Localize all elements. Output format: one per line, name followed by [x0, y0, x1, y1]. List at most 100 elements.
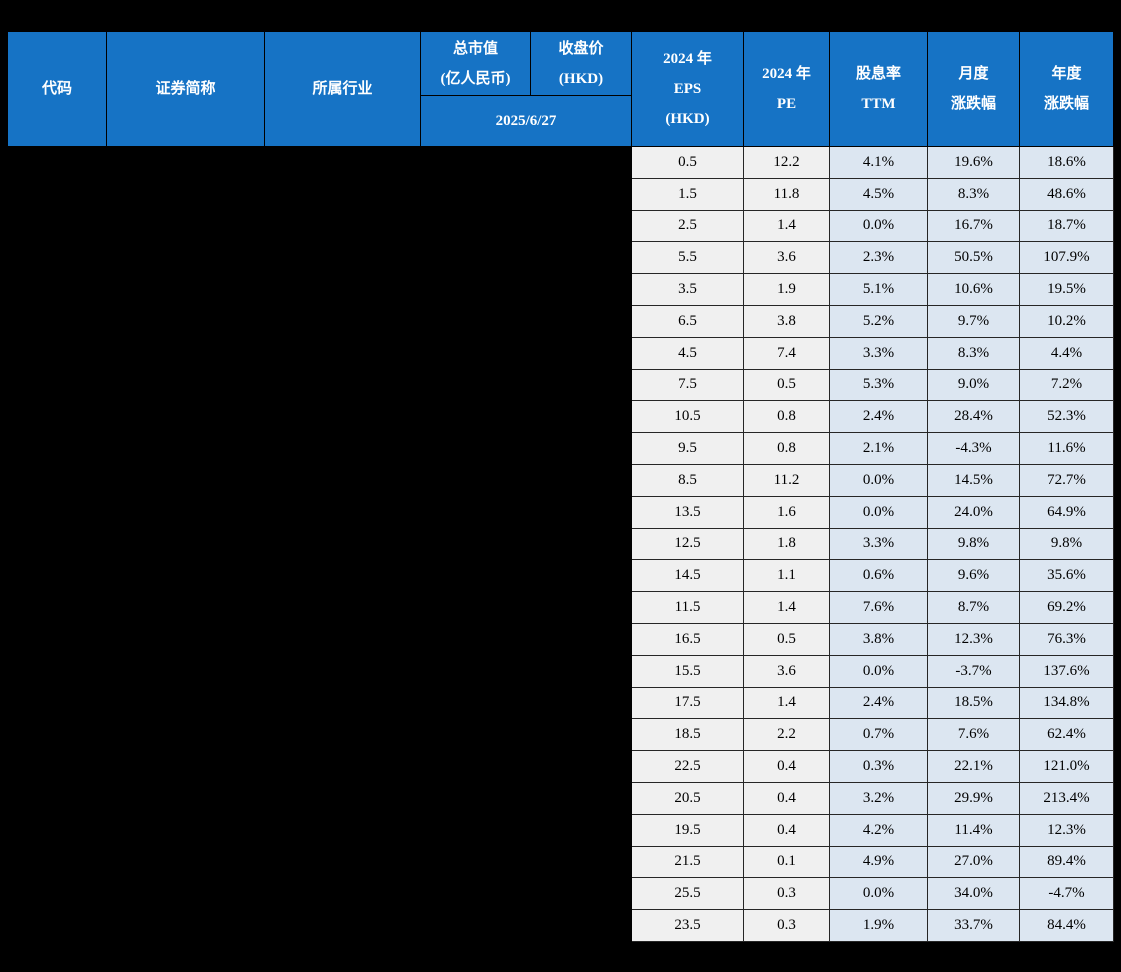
- dividend-ttm-cell: 5.1%: [829, 273, 928, 306]
- table-row: 2.5 1.4 0.0% 16.7% 18.7%: [7, 209, 1114, 243]
- eps-cell: 7.5: [631, 368, 744, 402]
- dividend-ttm-cell: 3.8%: [829, 622, 928, 656]
- table-row: 10.5 0.8 2.4% 28.4% 52.3%: [7, 400, 1114, 434]
- header-market-cap: 总市值 (亿人民币): [420, 31, 531, 96]
- code-cell-redacted: [7, 209, 107, 243]
- table-row: 21.5 0.1 4.9% 27.0% 89.4%: [7, 845, 1114, 879]
- eps-cell: 4.5: [631, 336, 744, 370]
- eps-cell: 19.5: [631, 813, 744, 847]
- security-name-cell-redacted: [106, 654, 265, 688]
- table-row: 6.5 3.8 5.2% 9.7% 10.2%: [7, 304, 1114, 338]
- yearly-change-cell: 18.7%: [1019, 209, 1114, 243]
- security-name-cell-redacted: [106, 495, 265, 529]
- pe-cell: 3.6: [743, 241, 830, 275]
- close-price-cell-redacted: [530, 877, 632, 911]
- industry-cell-redacted: [264, 750, 421, 783]
- pe-cell: 0.4: [743, 781, 830, 815]
- monthly-change-cell: 50.5%: [927, 241, 1020, 275]
- eps-cell: 2.5: [631, 209, 744, 243]
- header-date: 2025/6/27: [420, 95, 632, 147]
- market-cap-cell-redacted: [420, 718, 531, 752]
- table-row: 9.5 0.8 2.1% -4.3% 11.6%: [7, 432, 1114, 465]
- close-price-cell-redacted: [530, 336, 632, 370]
- close-price-cell-redacted: [530, 718, 632, 752]
- yearly-change-cell: 10.2%: [1019, 304, 1114, 338]
- security-name-cell-redacted: [106, 622, 265, 656]
- code-cell-redacted: [7, 146, 107, 179]
- pe-cell: 0.5: [743, 622, 830, 656]
- eps-cell: 18.5: [631, 718, 744, 752]
- monthly-change-cell: 8.3%: [927, 336, 1020, 370]
- code-cell-redacted: [7, 559, 107, 593]
- dividend-ttm-cell: 0.6%: [829, 559, 928, 593]
- market-cap-cell-redacted: [420, 559, 531, 593]
- code-cell-redacted: [7, 622, 107, 656]
- industry-cell-redacted: [264, 845, 421, 879]
- yearly-change-cell: 72.7%: [1019, 463, 1114, 497]
- pe-cell: 1.4: [743, 591, 830, 624]
- security-name-cell-redacted: [106, 241, 265, 275]
- market-cap-cell-redacted: [420, 686, 531, 720]
- table-row: 17.5 1.4 2.4% 18.5% 134.8%: [7, 686, 1114, 720]
- pe-cell: 1.8: [743, 527, 830, 561]
- industry-cell-redacted: [264, 686, 421, 720]
- yearly-change-cell: 48.6%: [1019, 177, 1114, 211]
- dividend-ttm-cell: 4.2%: [829, 813, 928, 847]
- pe-cell: 0.5: [743, 368, 830, 402]
- table-row: 12.5 1.8 3.3% 9.8% 9.8%: [7, 527, 1114, 561]
- code-cell-redacted: [7, 463, 107, 497]
- monthly-change-cell: 19.6%: [927, 146, 1020, 179]
- pe-cell: 1.4: [743, 686, 830, 720]
- dividend-ttm-cell: 3.3%: [829, 336, 928, 370]
- table-row: 22.5 0.4 0.3% 22.1% 121.0%: [7, 750, 1114, 783]
- industry-cell-redacted: [264, 304, 421, 338]
- pe-cell: 7.4: [743, 336, 830, 370]
- eps-cell: 3.5: [631, 273, 744, 306]
- industry-cell-redacted: [264, 368, 421, 402]
- table-row: 18.5 2.2 0.7% 7.6% 62.4%: [7, 718, 1114, 752]
- market-cap-cell-redacted: [420, 400, 531, 434]
- security-name-cell-redacted: [106, 368, 265, 402]
- industry-cell-redacted: [264, 527, 421, 561]
- code-cell-redacted: [7, 432, 107, 465]
- dividend-ttm-cell: 2.4%: [829, 400, 928, 434]
- code-cell-redacted: [7, 368, 107, 402]
- code-cell-redacted: [7, 813, 107, 847]
- table-row: 25.5 0.3 0.0% 34.0% -4.7%: [7, 877, 1114, 911]
- dividend-ttm-cell: 2.1%: [829, 432, 928, 465]
- security-name-cell-redacted: [106, 845, 265, 879]
- close-price-cell-redacted: [530, 909, 632, 942]
- monthly-change-cell: 27.0%: [927, 845, 1020, 879]
- market-cap-cell-redacted: [420, 368, 531, 402]
- industry-cell-redacted: [264, 241, 421, 275]
- yearly-change-cell: 18.6%: [1019, 146, 1114, 179]
- dividend-ttm-cell: 3.2%: [829, 781, 928, 815]
- table-row: 13.5 1.6 0.0% 24.0% 64.9%: [7, 495, 1114, 529]
- industry-cell-redacted: [264, 432, 421, 465]
- monthly-change-cell: 29.9%: [927, 781, 1020, 815]
- industry-cell-redacted: [264, 495, 421, 529]
- close-price-cell-redacted: [530, 750, 632, 783]
- stock-valuation-table: 代码 证券简称 所属行业 总市值 (亿人民币) 收盘价 (HKD) 2024 年…: [7, 31, 1114, 942]
- market-cap-cell-redacted: [420, 877, 531, 911]
- header-monthly-change: 月度 涨跌幅: [927, 31, 1020, 147]
- eps-cell: 13.5: [631, 495, 744, 529]
- pe-cell: 12.2: [743, 146, 830, 179]
- dividend-ttm-cell: 7.6%: [829, 591, 928, 624]
- monthly-change-cell: -3.7%: [927, 654, 1020, 688]
- yearly-change-cell: 89.4%: [1019, 845, 1114, 879]
- market-cap-cell-redacted: [420, 591, 531, 624]
- security-name-cell-redacted: [106, 813, 265, 847]
- eps-cell: 23.5: [631, 909, 744, 942]
- monthly-change-cell: 33.7%: [927, 909, 1020, 942]
- dividend-ttm-cell: 3.3%: [829, 527, 928, 561]
- market-cap-cell-redacted: [420, 654, 531, 688]
- industry-cell-redacted: [264, 463, 421, 497]
- yearly-change-cell: 4.4%: [1019, 336, 1114, 370]
- security-name-cell-redacted: [106, 336, 265, 370]
- security-name-cell-redacted: [106, 432, 265, 465]
- market-cap-cell-redacted: [420, 336, 531, 370]
- header-pe-2024: 2024 年 PE: [743, 31, 830, 147]
- close-price-cell-redacted: [530, 209, 632, 243]
- monthly-change-cell: 10.6%: [927, 273, 1020, 306]
